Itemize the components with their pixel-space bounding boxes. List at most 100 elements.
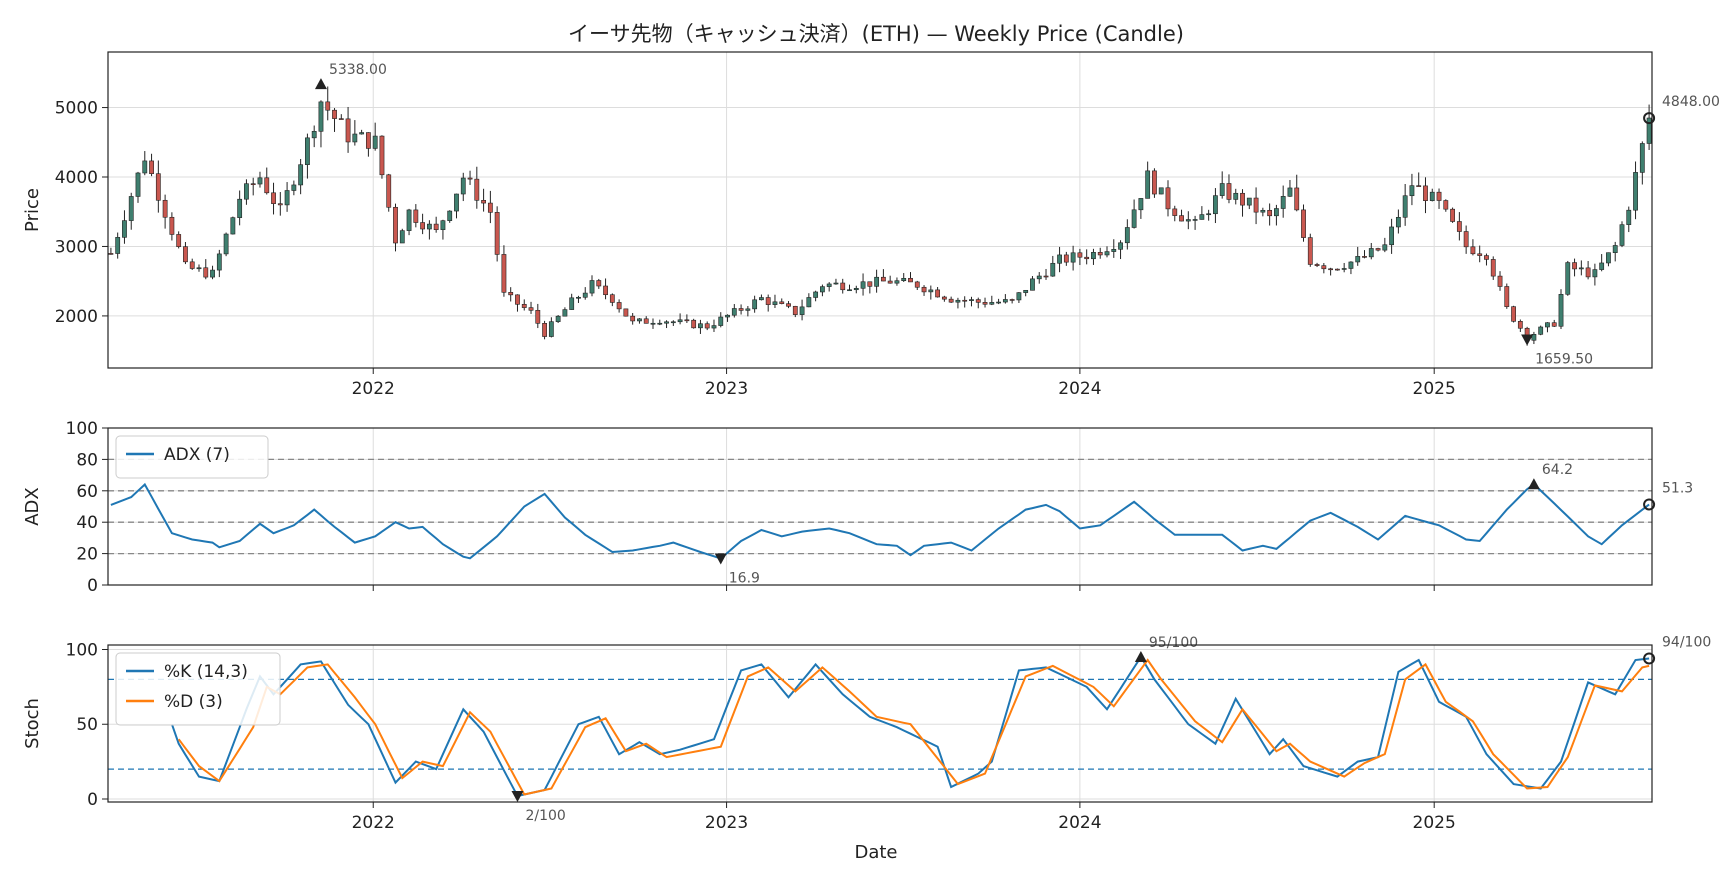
price-y-axis-label: Price [22, 188, 43, 232]
candle-body [616, 302, 622, 310]
candle-body [1294, 187, 1300, 211]
candle-body [1429, 191, 1435, 201]
candle-body [1531, 334, 1537, 341]
candle-body [1578, 267, 1584, 270]
candle-body [474, 178, 480, 201]
stoch-ytick-label: 0 [87, 790, 98, 810]
candle-body [840, 282, 846, 291]
candle-body [975, 299, 981, 303]
candle-body [820, 286, 825, 293]
price-ytick-label: 4000 [55, 168, 98, 188]
candle-body [1213, 195, 1218, 215]
candle-body [1395, 216, 1401, 228]
candle-body [860, 281, 866, 289]
candle-body [1423, 185, 1428, 201]
candle-body [1111, 248, 1117, 252]
price-xtick-label: 2025 [1413, 379, 1456, 399]
stoch-last-label: 94/100 [1662, 634, 1711, 650]
candle-body [548, 321, 554, 337]
candle-body [1538, 326, 1544, 335]
candle-body [589, 280, 595, 294]
candle-body [887, 280, 893, 284]
candle-body [1050, 262, 1056, 277]
candle-body [399, 230, 405, 244]
candle-body [813, 291, 819, 298]
adx-trough-label: 16.9 [729, 570, 760, 586]
candle-body [1558, 294, 1564, 327]
candle-body [1450, 208, 1455, 222]
candle-body [1545, 322, 1550, 328]
candle-body [142, 160, 148, 174]
candle-body [162, 199, 168, 218]
candle-body [542, 323, 547, 337]
candle-body [799, 306, 805, 315]
price-xtick-label: 2024 [1058, 379, 1101, 399]
candle-body [982, 302, 988, 305]
candle-body [1504, 286, 1510, 307]
candle-body [569, 297, 575, 310]
candle-body [1368, 248, 1374, 258]
candle-body [460, 177, 466, 195]
candle-body [1633, 172, 1638, 211]
candle-body [921, 286, 927, 293]
candle-body [1152, 170, 1157, 195]
candle-body [1253, 197, 1259, 213]
candle-body [1355, 256, 1361, 263]
stoch-d-line [177, 658, 1650, 796]
price-trough-marker [1521, 334, 1534, 346]
candle-body [481, 200, 486, 204]
candle-body [1104, 251, 1110, 256]
candle-body [1409, 185, 1415, 197]
candle-body [1341, 268, 1347, 270]
candle-body [1246, 197, 1252, 206]
candle-body [169, 216, 175, 235]
candle-body [1490, 259, 1496, 277]
stoch-y-axis-label: Stoch [22, 698, 43, 749]
candle-body [1165, 187, 1171, 210]
candle-body [1097, 252, 1103, 256]
candle-body [603, 285, 608, 296]
candle-body [1124, 227, 1130, 244]
candle-body [359, 132, 365, 135]
candle-body [1030, 278, 1035, 291]
candle-body [216, 253, 222, 271]
price-ytick-label: 3000 [55, 237, 98, 257]
candle-body [962, 299, 968, 302]
candle-body [1511, 306, 1516, 322]
candle-body [1009, 299, 1015, 301]
candle-body [210, 269, 215, 278]
stoch-xtick-label: 2023 [705, 813, 748, 833]
candle-body [1592, 269, 1598, 278]
adx-last-label: 51.3 [1662, 480, 1693, 496]
stoch-legend-box [115, 652, 281, 726]
candle-body [305, 137, 310, 165]
candle-body [487, 202, 493, 213]
candle-body [379, 135, 385, 176]
price-trough-label: 1659.50 [1535, 352, 1593, 368]
candle-body [752, 299, 758, 310]
candle-body [880, 276, 886, 282]
stoch-trough-label: 2/100 [525, 808, 565, 824]
stoch-legend-label: %D (3) [164, 692, 223, 712]
candle-body [1172, 208, 1178, 216]
candle-body [1260, 209, 1266, 213]
adx-ytick-label: 20 [76, 545, 98, 565]
candle-body [1565, 262, 1571, 295]
candle-body [711, 325, 717, 329]
adx-peak-label: 64.2 [1542, 462, 1573, 478]
candle-body [1036, 275, 1042, 280]
candle-body [901, 277, 907, 282]
candle-body [1470, 246, 1476, 255]
price-panel: 2000 3000 4000 5000 Price 2022 2023 2024 2025 533… [22, 51, 1720, 399]
price-ytick-label: 2000 [55, 307, 98, 327]
candle-body [1517, 321, 1523, 329]
candle-body [698, 323, 703, 329]
candle-body [1456, 221, 1462, 232]
candle-body [914, 281, 920, 288]
candle-body [1002, 299, 1008, 303]
candle-body [1118, 242, 1123, 250]
candle-body [989, 302, 995, 305]
candle-body [725, 314, 730, 318]
adx-ytick-label: 80 [76, 450, 98, 470]
candle-body [1551, 322, 1557, 327]
